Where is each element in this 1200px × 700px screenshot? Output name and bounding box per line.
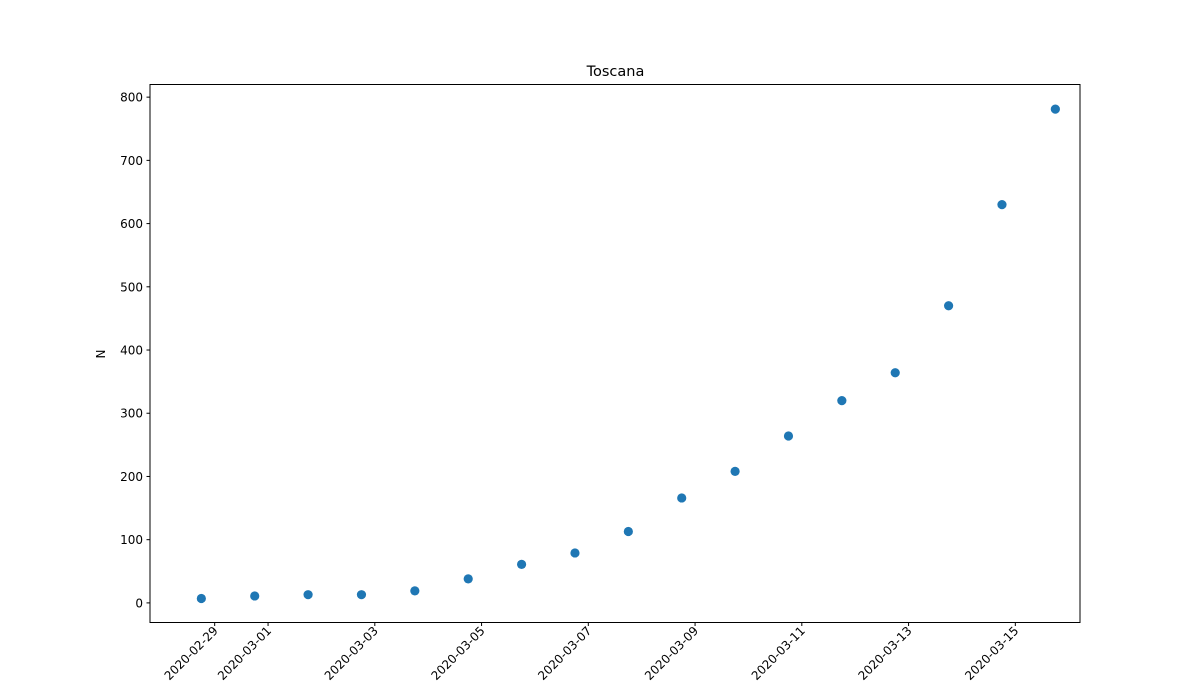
chart-title: Toscana bbox=[586, 64, 645, 80]
data-point bbox=[623, 526, 633, 537]
data-point bbox=[250, 591, 260, 601]
y-tick-label: 500 bbox=[120, 280, 143, 294]
x-tick-label: 2020-03-05 bbox=[428, 624, 487, 683]
data-point bbox=[943, 301, 954, 311]
y-tick-label: 0 bbox=[135, 596, 143, 610]
data-point bbox=[570, 548, 580, 558]
y-axis-label: N bbox=[94, 350, 108, 359]
x-tick-label: 2020-03-07 bbox=[535, 624, 594, 683]
y-tick-label: 300 bbox=[120, 407, 143, 421]
x-tick-label: 2020-03-09 bbox=[642, 624, 701, 683]
data-point bbox=[1050, 104, 1060, 114]
y-tick-label: 600 bbox=[120, 217, 143, 231]
data-point bbox=[837, 395, 847, 406]
data-point bbox=[410, 586, 420, 596]
data-point bbox=[677, 493, 687, 503]
plot-area-frame bbox=[149, 84, 1081, 623]
data-point bbox=[890, 368, 900, 378]
y-tick-label: 200 bbox=[120, 470, 143, 484]
data-point bbox=[196, 593, 206, 604]
data-point bbox=[356, 590, 367, 600]
data-point bbox=[997, 200, 1007, 210]
data-point bbox=[783, 431, 794, 441]
data-point bbox=[463, 574, 473, 584]
y-axis-ticks: 0 100 200 300 400 500 600 700 800 bbox=[120, 91, 150, 610]
x-tick-label: 2020-03-01 bbox=[215, 624, 274, 683]
data-point bbox=[303, 590, 313, 600]
x-tick-label: 2020-03-15 bbox=[962, 624, 1021, 683]
y-tick-label: 400 bbox=[120, 344, 143, 358]
y-tick-label: 700 bbox=[120, 154, 143, 168]
y-tick-label: 800 bbox=[120, 91, 143, 105]
x-tick-label: 2020-03-13 bbox=[855, 624, 914, 683]
x-tick-label: 2020-03-03 bbox=[322, 624, 381, 683]
x-tick-label: 2020-03-11 bbox=[749, 624, 808, 683]
data-point bbox=[516, 559, 527, 569]
data-point bbox=[730, 466, 740, 477]
data-points bbox=[196, 104, 1060, 604]
x-tick-label: 2020-02-29 bbox=[162, 624, 221, 683]
y-tick-label: 100 bbox=[120, 533, 143, 547]
